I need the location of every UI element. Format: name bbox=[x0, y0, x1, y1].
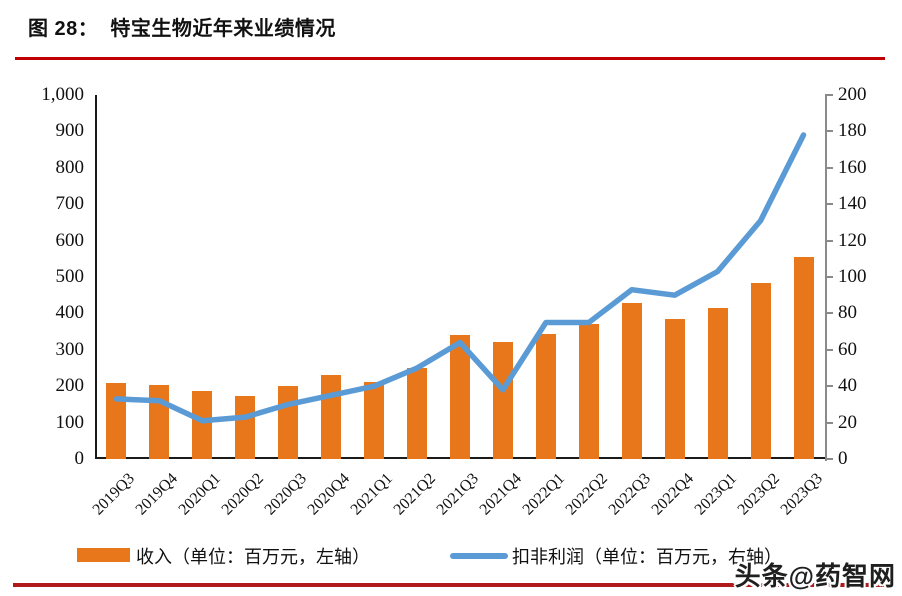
left-y-tick-label: 500 bbox=[55, 266, 85, 287]
right-y-axis-line bbox=[825, 95, 827, 461]
profit-line bbox=[113, 132, 807, 424]
bar-2022Q2 bbox=[578, 324, 599, 459]
right-y-tick-label: 20 bbox=[838, 411, 857, 433]
legend-label-profit: 扣非利润（单位：百万元，右轴） bbox=[512, 547, 782, 567]
left-y-tick-label: 100 bbox=[55, 411, 85, 433]
watermark-text: 头条@药智网 bbox=[734, 561, 896, 591]
right-y-tick-mark bbox=[825, 94, 833, 96]
right-y-tick-label: 0 bbox=[838, 448, 848, 469]
right-y-tick-mark bbox=[825, 203, 833, 206]
right-y-tick-label: 140 bbox=[838, 193, 867, 215]
bar-2021Q2 bbox=[407, 368, 428, 459]
left-y-tick-label: 300 bbox=[55, 338, 85, 360]
bar-2022Q3 bbox=[621, 302, 642, 459]
left-y-tick-label: 1,000 bbox=[41, 84, 84, 105]
bar-2023Q3 bbox=[793, 256, 814, 459]
right-y-tick-mark bbox=[825, 130, 833, 133]
bar-2021Q4 bbox=[492, 342, 513, 459]
bar-2023Q2 bbox=[750, 282, 771, 459]
profit-line-series bbox=[113, 132, 807, 424]
bar-2023Q1 bbox=[707, 307, 728, 459]
legend-swatch-revenue bbox=[77, 548, 130, 562]
right-y-tick-label: 200 bbox=[838, 84, 867, 105]
right-y-tick-label: 60 bbox=[838, 338, 857, 360]
right-y-tick-mark bbox=[825, 276, 833, 278]
bar-2022Q1 bbox=[535, 334, 556, 459]
right-y-tick-label: 100 bbox=[838, 266, 867, 287]
right-y-tick-mark bbox=[825, 348, 833, 351]
right-y-tick-mark bbox=[825, 458, 833, 460]
bar-2022Q4 bbox=[664, 318, 685, 459]
right-y-tick-mark bbox=[825, 166, 833, 169]
bar-2021Q1 bbox=[364, 381, 385, 459]
left-y-tick-label: 400 bbox=[55, 302, 85, 324]
right-y-tick-mark bbox=[825, 312, 833, 315]
legend-swatch-profit bbox=[450, 553, 508, 559]
bar-2019Q3 bbox=[106, 383, 127, 459]
bar-2021Q3 bbox=[450, 334, 470, 459]
left-y-tick-label: 0 bbox=[74, 448, 85, 469]
right-y-tick-label: 180 bbox=[838, 120, 867, 142]
bar-2020Q1 bbox=[192, 390, 213, 459]
right-y-tick-label: 120 bbox=[838, 229, 867, 251]
legend-label-revenue: 收入（单位：百万元，左轴） bbox=[136, 547, 370, 567]
right-y-tick-label: 80 bbox=[838, 302, 857, 324]
right-y-tick-label: 40 bbox=[838, 375, 857, 397]
right-y-tick-label: 160 bbox=[838, 156, 867, 178]
left-y-tick-label: 800 bbox=[55, 156, 85, 178]
bottom-divider-rule bbox=[13, 583, 889, 587]
left-y-tick-label: 900 bbox=[55, 120, 85, 142]
right-y-tick-mark bbox=[825, 239, 833, 242]
left-y-tick-label: 600 bbox=[55, 229, 85, 251]
title-divider-rule bbox=[15, 57, 885, 60]
bar-2020Q2 bbox=[235, 396, 256, 459]
right-y-tick-mark bbox=[825, 421, 833, 424]
right-y-tick-mark bbox=[825, 385, 833, 388]
left-y-tick-label: 700 bbox=[55, 193, 85, 215]
chart-title: 图 28： 特宝生物近年来业绩情况 bbox=[28, 18, 336, 40]
left-y-tick-label: 200 bbox=[55, 375, 85, 397]
